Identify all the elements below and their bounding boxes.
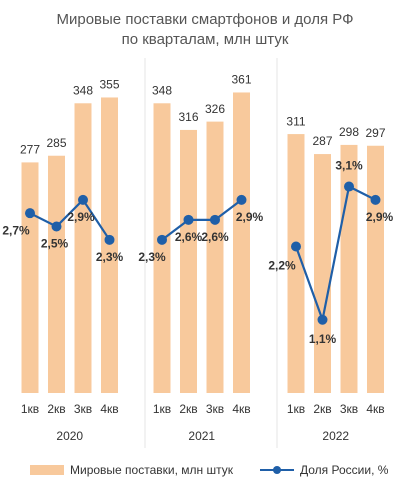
group-label: 2020 — [56, 429, 83, 443]
point-label: 2,3% — [138, 250, 166, 264]
point-label: 1,1% — [309, 332, 337, 346]
legend-label: Мировые поставки, млн штук — [70, 463, 234, 477]
x-tick-label: 4кв — [366, 402, 384, 416]
point-label: 2,6% — [201, 230, 229, 244]
point-label: 2,9% — [366, 210, 394, 224]
x-tick-label: 1кв — [21, 402, 39, 416]
value-label: 316 — [178, 110, 198, 124]
line-point — [51, 221, 62, 232]
group-label: 2022 — [322, 429, 349, 443]
bar — [314, 154, 331, 393]
line-point — [236, 194, 247, 205]
value-label: 297 — [365, 126, 385, 140]
bar — [287, 134, 305, 393]
point-label: 2,2% — [268, 259, 296, 273]
line-point — [78, 194, 88, 205]
line-point — [317, 314, 328, 325]
legend-swatch — [273, 466, 281, 474]
x-tick-label: 2кв — [47, 402, 65, 416]
point-label: 2,9% — [67, 210, 95, 224]
point-label: 2,9% — [236, 210, 264, 224]
group-label: 2021 — [188, 429, 215, 443]
point-label: 3,1% — [335, 159, 363, 173]
chart-title: по кварталам, млн штук — [122, 31, 289, 48]
line — [29, 198, 111, 241]
point-label: 2,3% — [96, 250, 124, 264]
value-label: 311 — [286, 114, 305, 128]
x-tick-label: 4кв — [100, 402, 118, 416]
x-tick-label: 3кв — [206, 402, 224, 416]
line-point — [104, 234, 115, 245]
line-point — [344, 181, 354, 192]
value-label: 326 — [205, 102, 225, 116]
bar — [206, 121, 224, 393]
x-tick-label: 3кв — [340, 402, 358, 416]
point-label: 2,6% — [175, 230, 203, 244]
value-label: 277 — [20, 143, 40, 157]
line — [161, 198, 243, 241]
chart-title: Мировые поставки смартфонов и доля РФ — [57, 11, 354, 28]
x-tick-label: 1кв — [287, 402, 305, 416]
x-tick-label: 1кв — [153, 402, 171, 416]
line-point — [183, 214, 194, 225]
x-tick-label: 4кв — [232, 402, 250, 416]
line-point — [291, 241, 301, 252]
x-tick-label: 2кв — [179, 402, 197, 416]
x-tick-label: 2кв — [313, 402, 331, 416]
value-label: 355 — [99, 78, 119, 92]
line-point — [370, 194, 381, 205]
legend-swatch — [30, 465, 64, 475]
point-label: 2,5% — [41, 237, 69, 251]
x-tick-label: 3кв — [74, 402, 92, 416]
legend-label: Доля России, % — [300, 463, 389, 477]
bar — [101, 97, 118, 394]
bar — [48, 155, 65, 393]
value-label: 285 — [46, 136, 66, 150]
value-label: 298 — [339, 125, 359, 139]
bar — [367, 145, 384, 393]
bar — [21, 162, 39, 393]
line-point — [25, 208, 35, 219]
value-label: 361 — [231, 73, 251, 87]
bar — [180, 129, 197, 393]
bar — [233, 92, 250, 393]
value-label: 287 — [312, 134, 332, 148]
line — [294, 184, 376, 324]
bar — [153, 103, 171, 393]
point-label: 2,7% — [2, 223, 30, 237]
line-point — [157, 234, 167, 245]
value-label: 348 — [73, 83, 93, 97]
bar — [74, 103, 92, 393]
line-point — [210, 214, 220, 225]
value-label: 348 — [152, 83, 172, 97]
